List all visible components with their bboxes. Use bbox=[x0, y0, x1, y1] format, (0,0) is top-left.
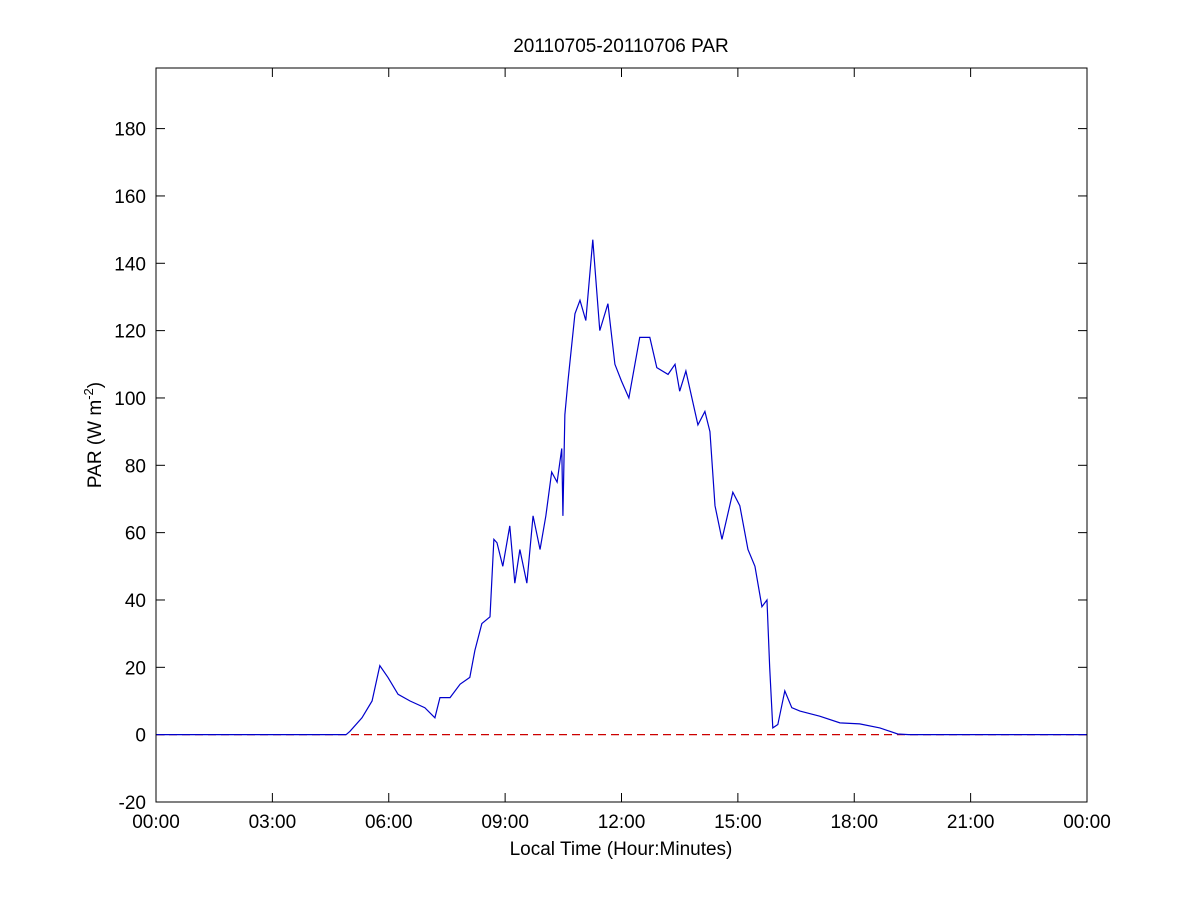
y-tick-label: 120 bbox=[114, 322, 146, 343]
y-tick-label: 0 bbox=[135, 726, 146, 747]
data-line bbox=[156, 239, 1087, 736]
y-tick-label: 160 bbox=[114, 187, 146, 208]
axes-box bbox=[155, 67, 1088, 803]
y-label-sup: -2 bbox=[81, 388, 96, 400]
chart-title: 20110705-20110706 PAR bbox=[513, 36, 729, 57]
y-tick-label: 80 bbox=[125, 456, 146, 477]
x-tick-label: 09:00 bbox=[481, 812, 529, 833]
y-tick-label: 40 bbox=[125, 591, 146, 612]
y-tick-label: -20 bbox=[119, 793, 146, 814]
x-tick-label: 00:00 bbox=[1063, 812, 1111, 833]
y-tick-label: 180 bbox=[114, 120, 146, 141]
y-label-main: PAR (W m bbox=[85, 400, 106, 488]
y-tick-label: 20 bbox=[125, 658, 146, 679]
x-tick-label: 18:00 bbox=[830, 812, 878, 833]
y-tick-label: 100 bbox=[114, 389, 146, 410]
x-tick-label: 00:00 bbox=[132, 812, 180, 833]
x-tick-label: 12:00 bbox=[598, 812, 646, 833]
x-tick-label: 21:00 bbox=[947, 812, 995, 833]
x-tick-label: 03:00 bbox=[249, 812, 297, 833]
x-tick-label: 06:00 bbox=[365, 812, 413, 833]
y-tick-label: 140 bbox=[114, 254, 146, 275]
y-axis-label: PAR (W m-2) bbox=[81, 382, 106, 488]
x-axis-label: Local Time (Hour:Minutes) bbox=[510, 839, 733, 860]
y-label-end: ) bbox=[85, 382, 106, 388]
y-tick-label: 60 bbox=[125, 524, 146, 545]
x-tick-label: 15:00 bbox=[714, 812, 762, 833]
